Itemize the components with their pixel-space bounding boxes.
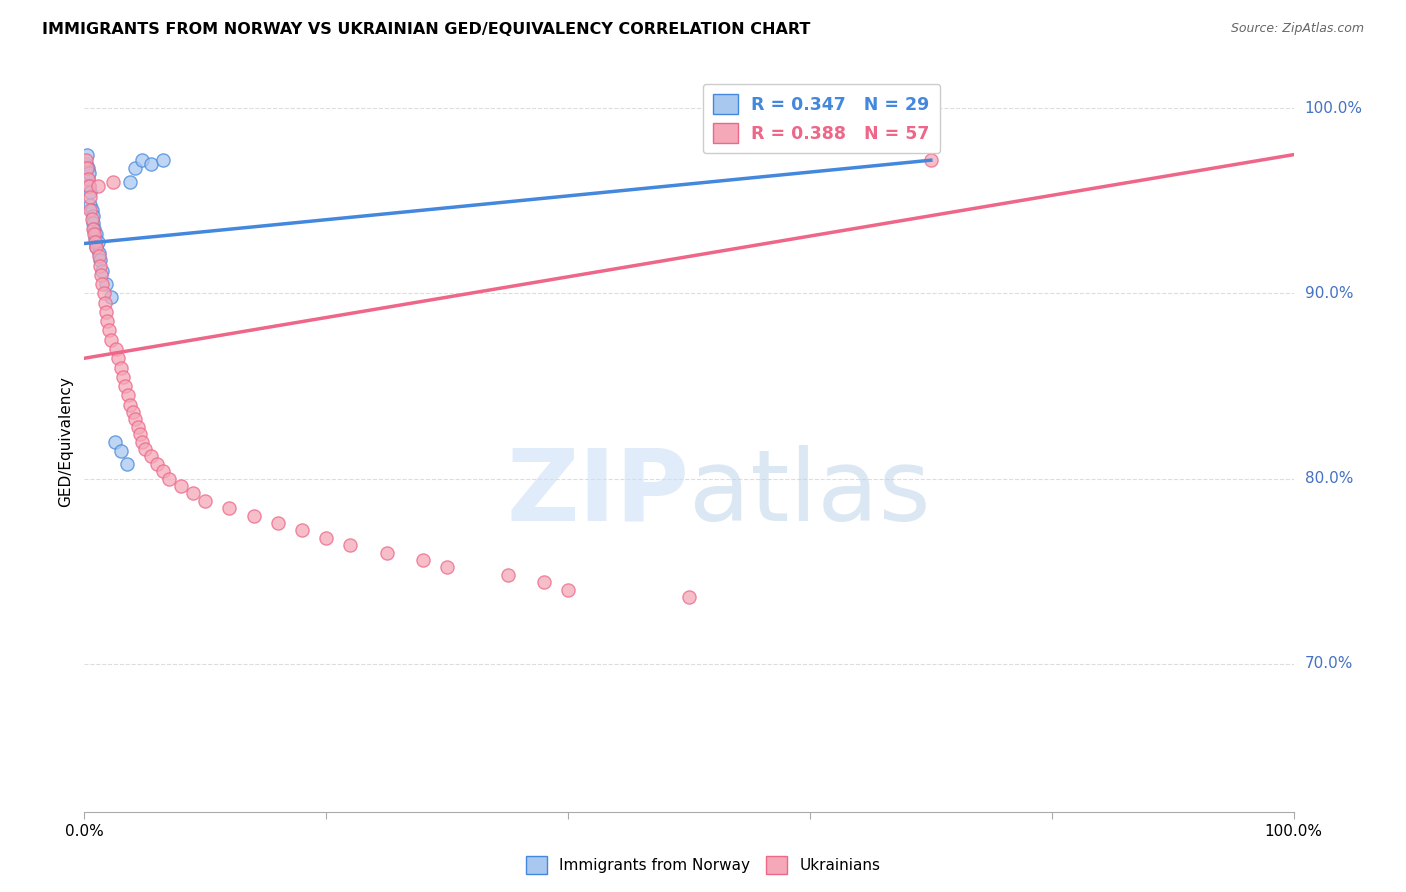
Point bbox=[75, 153, 97, 168]
Legend: R = 0.347   N = 29, R = 0.388   N = 57: R = 0.347 N = 29, R = 0.388 N = 57 bbox=[703, 84, 941, 153]
Text: 90.0%: 90.0% bbox=[1305, 286, 1353, 301]
Point bbox=[139, 450, 162, 464]
Text: atlas: atlas bbox=[689, 445, 931, 541]
Point bbox=[267, 516, 290, 530]
Point bbox=[557, 582, 579, 597]
Point bbox=[79, 197, 101, 211]
Point bbox=[242, 508, 264, 523]
Point bbox=[181, 486, 204, 500]
Text: IMMIGRANTS FROM NORWAY VS UKRAINIAN GED/EQUIVALENCY CORRELATION CHART: IMMIGRANTS FROM NORWAY VS UKRAINIAN GED/… bbox=[42, 22, 810, 37]
Point bbox=[91, 264, 114, 278]
Point bbox=[436, 560, 458, 574]
Point bbox=[86, 240, 108, 254]
Point bbox=[315, 531, 337, 545]
Point bbox=[79, 190, 101, 204]
Point bbox=[107, 351, 129, 366]
Text: ZIP: ZIP bbox=[506, 445, 689, 541]
Point bbox=[76, 147, 98, 161]
Point bbox=[129, 427, 152, 442]
Point bbox=[110, 443, 132, 458]
Point bbox=[339, 538, 361, 552]
Point bbox=[83, 221, 105, 235]
Point bbox=[103, 175, 125, 190]
Point bbox=[94, 295, 117, 310]
Point bbox=[127, 419, 149, 434]
Point bbox=[93, 286, 115, 301]
Point bbox=[131, 434, 153, 449]
Point bbox=[117, 388, 139, 402]
Point bbox=[920, 153, 942, 168]
Point bbox=[94, 277, 117, 292]
Point bbox=[194, 493, 217, 508]
Point bbox=[115, 457, 138, 471]
Point bbox=[80, 203, 103, 218]
Point bbox=[120, 397, 142, 411]
Point bbox=[291, 524, 314, 538]
Point bbox=[100, 290, 122, 304]
Legend: Immigrants from Norway, Ukrainians: Immigrants from Norway, Ukrainians bbox=[520, 850, 886, 880]
Point bbox=[157, 471, 180, 485]
Point bbox=[77, 179, 100, 194]
Point bbox=[131, 153, 153, 168]
Point bbox=[86, 179, 108, 194]
Y-axis label: GED/Equivalency: GED/Equivalency bbox=[58, 376, 73, 507]
Point bbox=[87, 249, 110, 263]
Point bbox=[120, 175, 142, 190]
Point bbox=[110, 360, 132, 375]
Point bbox=[678, 590, 700, 604]
Point bbox=[139, 157, 162, 171]
Point bbox=[86, 235, 108, 249]
Point bbox=[82, 216, 104, 230]
Point bbox=[533, 575, 555, 590]
Point bbox=[104, 434, 127, 449]
Point bbox=[218, 501, 240, 516]
Point bbox=[83, 227, 105, 242]
Text: 70.0%: 70.0% bbox=[1305, 657, 1353, 671]
Point bbox=[170, 479, 193, 493]
Point bbox=[87, 245, 110, 260]
Point bbox=[77, 161, 100, 175]
Point bbox=[77, 171, 100, 186]
Point bbox=[146, 457, 169, 471]
Point bbox=[104, 342, 127, 356]
Point bbox=[79, 185, 101, 199]
Point bbox=[77, 166, 100, 180]
Point bbox=[89, 259, 111, 273]
Point bbox=[86, 227, 108, 242]
Point bbox=[86, 240, 108, 254]
Point bbox=[152, 153, 174, 168]
Text: Source: ZipAtlas.com: Source: ZipAtlas.com bbox=[1230, 22, 1364, 36]
Point bbox=[412, 553, 434, 567]
Point bbox=[496, 567, 519, 582]
Point bbox=[100, 333, 122, 347]
Point bbox=[152, 464, 174, 478]
Point bbox=[134, 442, 156, 456]
Point bbox=[114, 379, 136, 393]
Point bbox=[84, 231, 107, 245]
Point bbox=[121, 405, 143, 419]
Point bbox=[80, 212, 103, 227]
Point bbox=[79, 203, 101, 218]
Point bbox=[84, 235, 107, 249]
Point bbox=[75, 157, 97, 171]
Point bbox=[90, 268, 112, 282]
Point bbox=[82, 209, 104, 223]
Point bbox=[94, 305, 117, 319]
Point bbox=[124, 161, 146, 175]
Point bbox=[112, 369, 135, 384]
Point bbox=[77, 171, 100, 186]
Point bbox=[76, 161, 98, 175]
Point bbox=[97, 323, 120, 337]
Point bbox=[91, 277, 114, 292]
Text: 80.0%: 80.0% bbox=[1305, 471, 1353, 486]
Point bbox=[96, 314, 118, 328]
Point bbox=[77, 179, 100, 194]
Point bbox=[89, 253, 111, 268]
Text: 100.0%: 100.0% bbox=[1305, 101, 1362, 116]
Point bbox=[375, 545, 398, 559]
Point bbox=[124, 412, 146, 426]
Point bbox=[82, 221, 104, 235]
